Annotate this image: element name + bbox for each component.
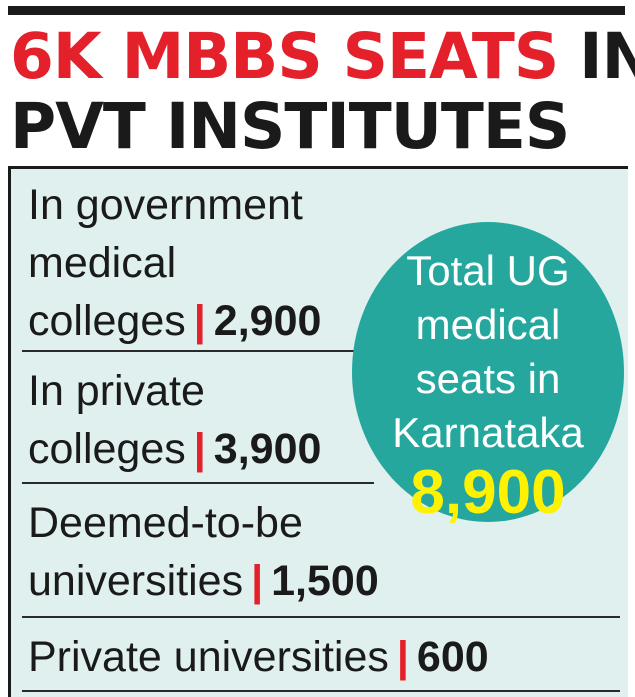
entry-deemed-value: 1,500 — [271, 557, 379, 605]
entry-private-colleges: In private colleges | 3,900 — [28, 362, 321, 478]
separator: | — [193, 297, 206, 345]
total-value: 8,900 — [410, 458, 566, 527]
entry-private-universities-label: Private universities — [28, 633, 389, 681]
entry-private-colleges-label-2: colleges — [28, 425, 186, 473]
entry-government-value: 2,900 — [213, 297, 322, 345]
entry-government-label-2: medical — [28, 239, 177, 287]
entry-government-label-1: In government — [28, 181, 303, 229]
top-rule — [8, 6, 625, 15]
total-circle: Total UG medical seats in Karnataka 8,90… — [352, 222, 624, 527]
headline: 6K MBBS SEATS IN PVT INSTITUTES — [10, 20, 635, 163]
total-label-line-3: seats in — [415, 355, 561, 402]
headline-rest: IN — [579, 20, 635, 93]
entry-private-universities-value: 600 — [416, 633, 489, 681]
headline-highlight: 6K MBBS SEATS — [10, 20, 559, 93]
entry-private-colleges-value: 3,900 — [213, 425, 322, 473]
total-label: Total UG medical seats in Karnataka — [352, 244, 624, 460]
divider — [22, 616, 620, 618]
entry-government-label-3: colleges — [28, 297, 186, 345]
divider — [22, 350, 354, 352]
entry-government: In government medical colleges | 2,900 — [28, 176, 321, 350]
entry-deemed-label-2: universities — [28, 557, 244, 605]
separator: | — [396, 633, 409, 681]
total-label-line-4: Karnataka — [392, 409, 584, 456]
separator: | — [251, 557, 264, 605]
total-label-line-2: medical — [415, 301, 561, 348]
total-label-line-1: Total UG — [406, 247, 570, 294]
separator: | — [193, 425, 206, 473]
entry-deemed-universities: Deemed-to-be universities | 1,500 — [28, 494, 379, 610]
headline-line2: PVT INSTITUTES — [10, 90, 570, 163]
entry-private-universities: Private universities | 600 — [28, 628, 489, 686]
divider — [22, 690, 620, 692]
entry-private-colleges-label-1: In private — [28, 367, 205, 415]
panel-top-rule — [8, 166, 628, 169]
entry-deemed-label-1: Deemed-to-be — [28, 499, 303, 547]
divider — [22, 482, 374, 484]
